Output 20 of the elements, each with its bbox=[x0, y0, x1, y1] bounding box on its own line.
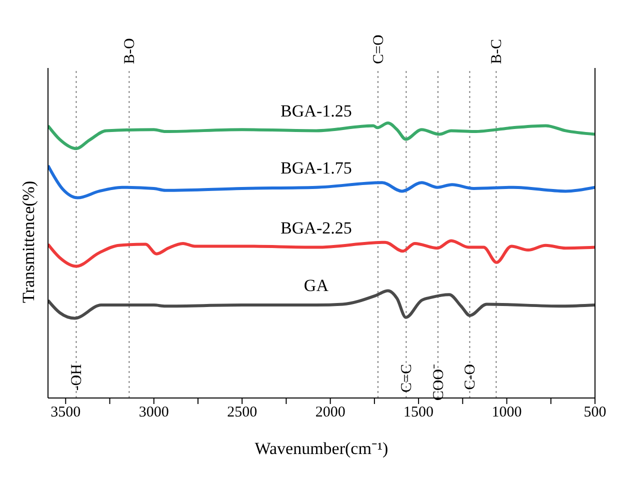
ref-line-label: C=O bbox=[370, 34, 387, 64]
ref-line-label: COO⁻ bbox=[430, 364, 447, 401]
ref-line-label: C=C bbox=[399, 364, 416, 392]
x-tick-label: 3000 bbox=[138, 404, 169, 421]
x-tick-label: 2000 bbox=[315, 404, 346, 421]
ref-line-label: C-O bbox=[462, 364, 479, 390]
x-axis-title: Wavenumber(cm⁻¹) bbox=[254, 439, 388, 458]
x-tick-label: 3500 bbox=[50, 404, 81, 421]
ref-line-label: B-C bbox=[489, 38, 506, 64]
x-tick-label: 1500 bbox=[404, 404, 434, 421]
x-tick-label: 2500 bbox=[227, 404, 258, 421]
x-tick-label: 500 bbox=[584, 404, 606, 421]
series-label: BGA-1.75 bbox=[280, 158, 352, 178]
ref-line-label: -OH bbox=[69, 364, 86, 391]
x-tick-label: 1000 bbox=[492, 404, 522, 421]
series-label: BGA-2.25 bbox=[280, 218, 352, 238]
series-label: GA bbox=[304, 276, 330, 296]
ref-line-label: B-O bbox=[122, 38, 138, 64]
y-axis-title: Transmittence(%) bbox=[19, 180, 38, 303]
series-label: BGA-1.25 bbox=[280, 102, 352, 121]
